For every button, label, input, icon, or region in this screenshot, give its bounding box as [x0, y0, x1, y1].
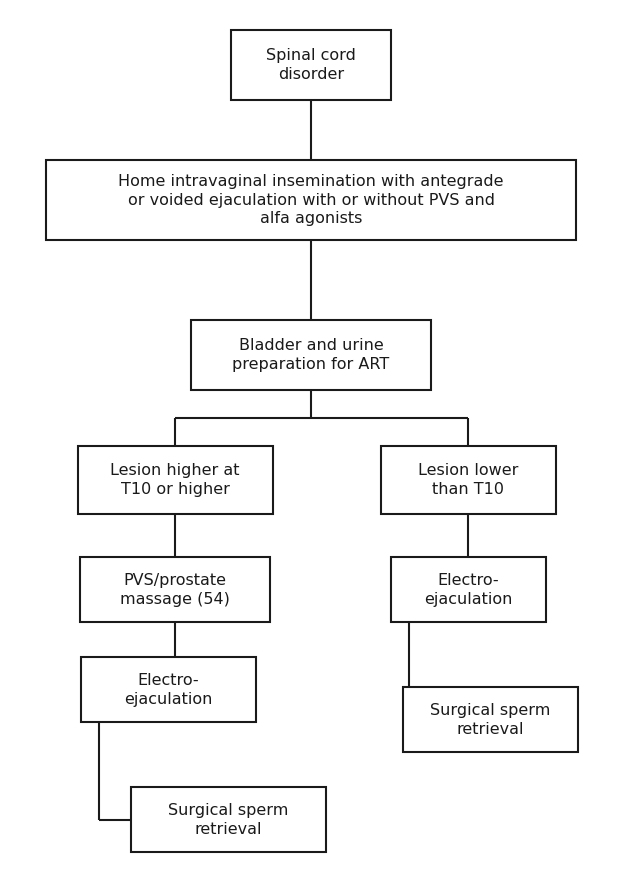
Text: Lesion higher at
T10 or higher: Lesion higher at T10 or higher [110, 463, 240, 497]
FancyBboxPatch shape [80, 558, 270, 622]
Text: Spinal cord
disorder: Spinal cord disorder [266, 48, 356, 82]
Text: Electro-
ejaculation: Electro- ejaculation [424, 573, 512, 607]
Text: Electro-
ejaculation: Electro- ejaculation [124, 673, 212, 707]
FancyBboxPatch shape [381, 446, 556, 514]
FancyBboxPatch shape [391, 558, 546, 622]
FancyBboxPatch shape [191, 320, 431, 390]
FancyBboxPatch shape [402, 687, 578, 752]
Text: Surgical sperm
retrieval: Surgical sperm retrieval [430, 703, 550, 737]
FancyBboxPatch shape [46, 160, 576, 240]
FancyBboxPatch shape [77, 446, 272, 514]
FancyBboxPatch shape [231, 30, 391, 100]
Text: Surgical sperm
retrieval: Surgical sperm retrieval [168, 803, 288, 837]
Text: Home intravaginal insemination with antegrade
or voided ejaculation with or with: Home intravaginal insemination with ante… [118, 174, 504, 226]
Text: Bladder and urine
preparation for ART: Bladder and urine preparation for ART [232, 338, 389, 371]
Text: PVS/prostate
massage (54): PVS/prostate massage (54) [120, 573, 230, 607]
Text: Lesion lower
than T10: Lesion lower than T10 [418, 463, 518, 497]
FancyBboxPatch shape [80, 657, 255, 722]
FancyBboxPatch shape [130, 788, 325, 853]
